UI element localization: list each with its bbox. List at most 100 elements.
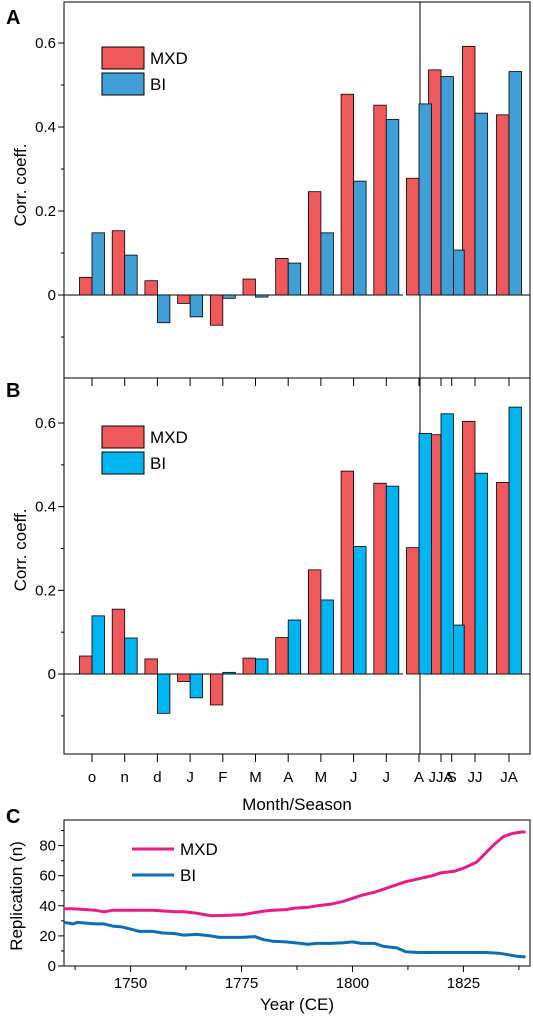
panel-b-legend: MXD BI <box>101 425 188 475</box>
bar-bi-d <box>156 294 171 324</box>
panel-a-y-axis: 0 0.2 0.4 0.6 <box>35 35 64 338</box>
x-tick-label-J: J <box>350 769 358 786</box>
legend-swatch-bi <box>101 72 145 96</box>
bar-bi-J <box>353 546 367 675</box>
x-tick-label: 1750 <box>114 975 147 992</box>
x-tick-label: 1800 <box>336 975 369 992</box>
y-tick-label: 0.6 <box>35 415 56 432</box>
bar-mxd-JA <box>496 481 510 675</box>
panel-a-legend: MXD BI <box>101 46 188 96</box>
bar-mxd-A <box>406 547 420 675</box>
x-tick-label-JJ: JJ <box>468 769 483 786</box>
bar-bi-J <box>189 673 204 699</box>
panel-c-legend: MXD BI <box>132 840 218 885</box>
panel-b-bars <box>64 406 530 714</box>
bar-bi-J <box>385 119 400 296</box>
bar-bi-J <box>385 485 400 675</box>
bar-bi-M <box>320 599 334 675</box>
legend-swatch-mxd <box>101 46 145 70</box>
bar-mxd-J <box>177 673 191 682</box>
bar-mxd-F <box>209 673 224 706</box>
bar-bi-A <box>287 262 302 296</box>
legend-label-mxd: MXD <box>150 49 188 68</box>
bar-mxd-J <box>177 294 191 304</box>
panel-b-x-label: Month/Season <box>242 795 352 814</box>
panel-c-x-label: Year (CE) <box>260 995 334 1014</box>
x-tick-label-J: J <box>383 769 391 786</box>
y-tick-label: 60 <box>39 868 56 885</box>
bar-mxd-n <box>111 230 126 296</box>
bar-bi-JJA <box>440 413 454 675</box>
bar-mxd-M <box>307 569 322 675</box>
bar-mxd-d <box>144 658 158 675</box>
line-bi <box>63 920 526 959</box>
bar-bi-n <box>124 637 138 675</box>
x-tick-label-JA: JA <box>500 769 518 786</box>
bar-bi-JJ <box>474 472 488 675</box>
y-tick-label: 0.4 <box>35 119 56 136</box>
x-tick-label-A: A <box>283 769 293 786</box>
panel-c-y-axis: 0 20 40 60 80 <box>39 830 64 975</box>
legend-swatch-bi <box>101 451 145 475</box>
bar-mxd-F <box>209 294 224 326</box>
bar-bi-n <box>124 254 138 296</box>
y-tick-label: 0.2 <box>35 203 56 220</box>
x-tick-label-d: d <box>153 769 161 786</box>
bar-bi-M <box>255 658 269 675</box>
bar-bi-J <box>189 294 204 318</box>
panel-a-x-axis <box>91 378 510 386</box>
bar-mxd-A <box>406 177 420 296</box>
bar-mxd-M <box>242 278 256 296</box>
bar-bi-o <box>91 615 105 675</box>
panel-b-y-label: Corr. coeff. <box>11 509 30 592</box>
legend-swatch-mxd <box>101 425 145 449</box>
bar-bi-o <box>91 232 105 296</box>
y-tick-label: 0 <box>48 958 56 975</box>
y-tick-label: 0.4 <box>35 499 56 516</box>
x-tick-label-F: F <box>218 769 227 786</box>
legend-label-bi: BI <box>150 75 166 94</box>
panel-label-a: A <box>6 7 20 29</box>
bar-bi-d <box>156 673 171 714</box>
bar-bi-JJ <box>474 112 488 296</box>
y-tick-label: 20 <box>39 928 56 945</box>
bar-mxd-M <box>307 191 322 296</box>
x-tick-label-A: A <box>414 769 424 786</box>
bar-mxd-J <box>340 470 355 675</box>
y-tick-label: 40 <box>39 898 56 915</box>
bar-mxd-A <box>275 258 289 296</box>
legend-label-mxd: MXD <box>150 428 188 447</box>
panel-c-x-axis: 1750 1775 1800 1825 <box>74 966 520 992</box>
legend-label-bi: BI <box>180 866 196 885</box>
bar-mxd-A <box>275 637 289 675</box>
panel-label-b: B <box>6 380 20 402</box>
bar-mxd-J <box>373 104 387 296</box>
bar-bi-JJA <box>440 76 454 296</box>
bar-mxd-d <box>144 280 158 296</box>
x-tick-label-JJA: JJA <box>428 769 453 786</box>
panel-a-y-label: Corr. coeff. <box>11 144 30 227</box>
x-tick-label-J: J <box>186 769 194 786</box>
bar-bi-A <box>418 433 432 675</box>
bar-mxd-J <box>373 482 387 675</box>
bar-bi-A <box>418 103 432 296</box>
panel-label-c: C <box>6 806 20 828</box>
x-tick-label-n: n <box>121 769 129 786</box>
bar-bi-J <box>353 180 367 296</box>
panel-c: C 0 20 40 60 80 1750 1775 1800 1825 Replication… <box>6 806 531 1014</box>
legend-label-bi: BI <box>150 454 166 473</box>
bar-mxd-o <box>79 655 93 675</box>
panel-a-bars <box>64 45 530 326</box>
bar-bi-A <box>287 619 302 675</box>
panel-c-y-label: Replication (n) <box>7 841 26 951</box>
x-tick-label-M: M <box>249 769 262 786</box>
y-tick-label: 0.2 <box>35 582 56 599</box>
line-mxd <box>64 830 526 918</box>
y-tick-label: 80 <box>39 838 56 855</box>
y-tick-label: 0 <box>48 287 56 304</box>
bar-bi-JA <box>508 71 522 296</box>
x-tick-label: 1825 <box>447 975 480 992</box>
